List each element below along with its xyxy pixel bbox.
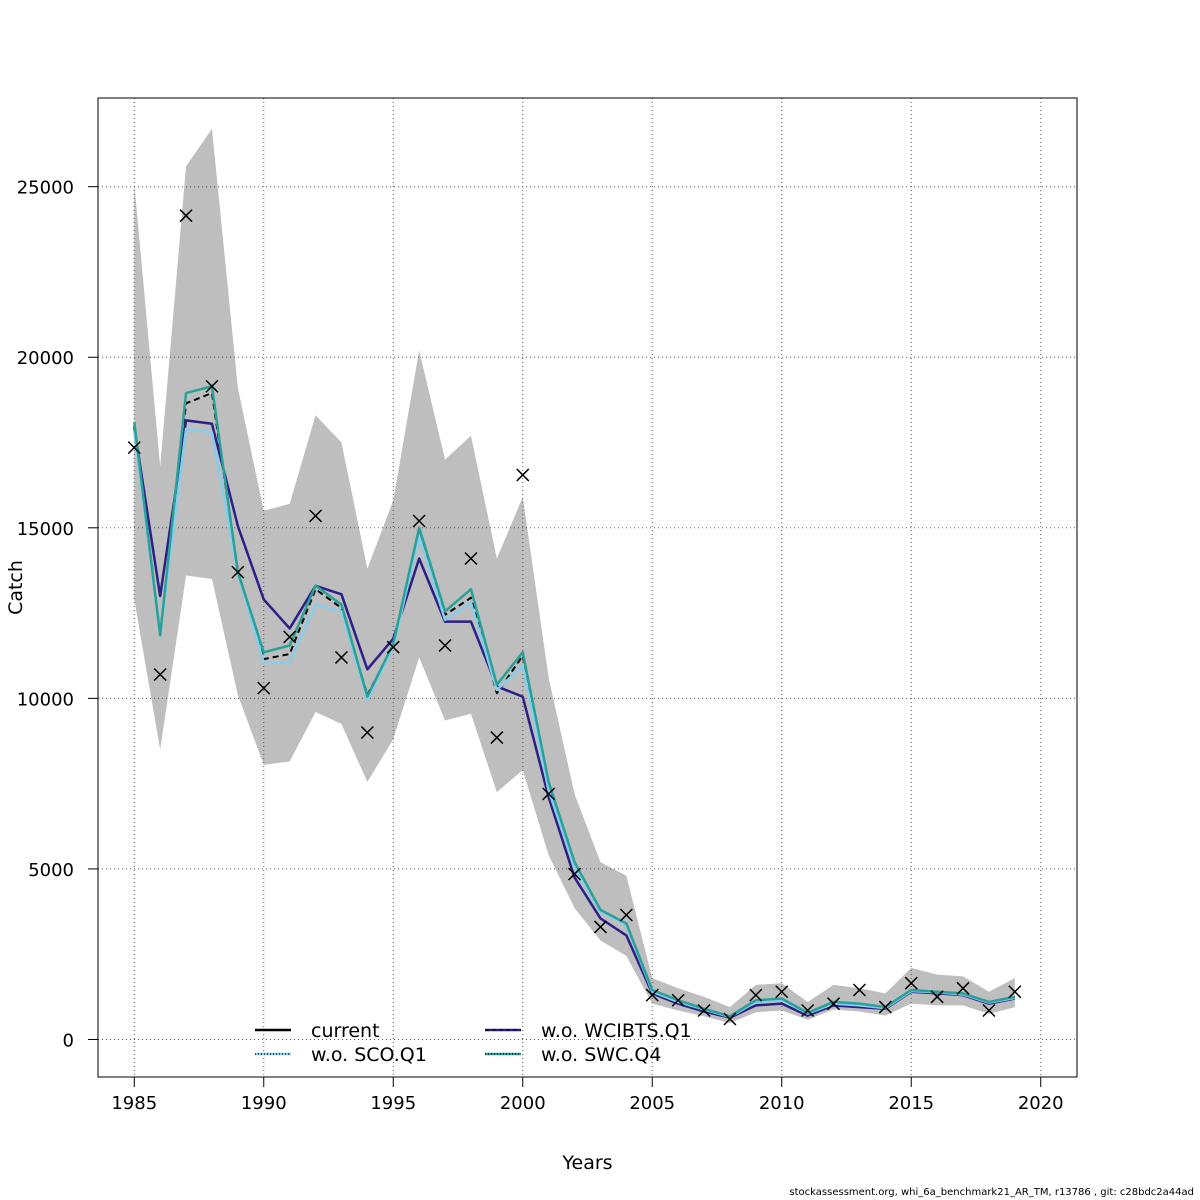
observation-marker: [827, 997, 841, 1011]
x-axis-label: Years: [561, 1152, 612, 1174]
observation-marker: [179, 209, 193, 223]
observation-marker: [904, 976, 918, 990]
observation-marker: [438, 638, 452, 653]
observation-marker: [645, 988, 659, 1002]
observation-markers: [127, 209, 1022, 1026]
x-tick-label: 2020: [1018, 1093, 1064, 1114]
observation-marker: [619, 908, 633, 922]
observation-marker: [257, 681, 271, 695]
series-line: [133, 384, 1016, 1018]
x-tick-label: 1985: [111, 1093, 157, 1114]
confidence-band-area: [134, 128, 1015, 1024]
y-tick-label: 5000: [28, 860, 74, 881]
legend-label: w.o. WCIBTS.Q1: [541, 1020, 692, 1042]
observation-marker: [516, 468, 530, 482]
observation-marker: [982, 1003, 996, 1018]
observation-marker: [231, 565, 245, 579]
observation-marker: [205, 379, 219, 393]
y-tick-label: 20000: [17, 348, 74, 369]
y-axis: 0 5000 10000 15000 20000 25000: [17, 178, 98, 1051]
observation-marker: [671, 993, 685, 1007]
observation-marker: [852, 983, 866, 997]
series-line: [133, 419, 1016, 1019]
x-axis: 1985 1990 1995 2000 2005 2010 2015 2020: [111, 1077, 1064, 1114]
plot-frame: [97, 97, 1078, 1078]
y-tick-label: 10000: [17, 689, 74, 710]
observation-marker: [697, 1003, 711, 1018]
series-line: [133, 427, 1016, 1019]
y-tick-label: 25000: [17, 178, 74, 199]
observation-marker: [127, 441, 141, 455]
x-tick-label: 2015: [888, 1093, 934, 1114]
x-tick-label: 2000: [500, 1093, 546, 1114]
legend-label: current: [311, 1020, 380, 1042]
observation-marker: [309, 509, 323, 523]
observation-marker: [801, 1003, 815, 1018]
observation-marker: [334, 650, 348, 664]
observation-marker: [878, 1000, 892, 1014]
observation-marker: [153, 667, 167, 682]
series-lines: [133, 384, 1016, 1019]
legend-label: w.o. SWC.Q4: [541, 1044, 661, 1066]
observation-marker: [723, 1012, 737, 1026]
observation-marker: [568, 867, 582, 881]
observation-marker: [542, 787, 556, 801]
observation-marker: [360, 725, 374, 740]
x-tick-label: 2010: [759, 1093, 805, 1114]
confidence-band: [134, 128, 1015, 1024]
y-tick-label: 15000: [17, 519, 74, 540]
observation-marker: [490, 731, 504, 745]
x-tick-label: 2005: [629, 1093, 675, 1114]
observation-marker: [1008, 985, 1022, 999]
observation-marker: [593, 920, 607, 934]
observation-marker: [930, 990, 944, 1004]
y-tick-label: 0: [63, 1030, 74, 1051]
observation-marker: [956, 981, 970, 995]
y-axis-label: Catch: [5, 560, 27, 615]
footer-source: stockassessment.org, whi_6a_benchmark21_…: [789, 1187, 1194, 1198]
observation-marker: [283, 630, 297, 644]
x-tick-label: 1990: [241, 1093, 287, 1114]
observation-marker: [386, 640, 400, 654]
observation-marker: [412, 514, 426, 528]
observation-marker: [464, 551, 478, 566]
observation-marker: [749, 988, 763, 1002]
observation-marker: [775, 985, 789, 999]
x-tick-label: 1995: [370, 1093, 416, 1114]
legend-label: w.o. SCO.Q1: [311, 1044, 427, 1066]
